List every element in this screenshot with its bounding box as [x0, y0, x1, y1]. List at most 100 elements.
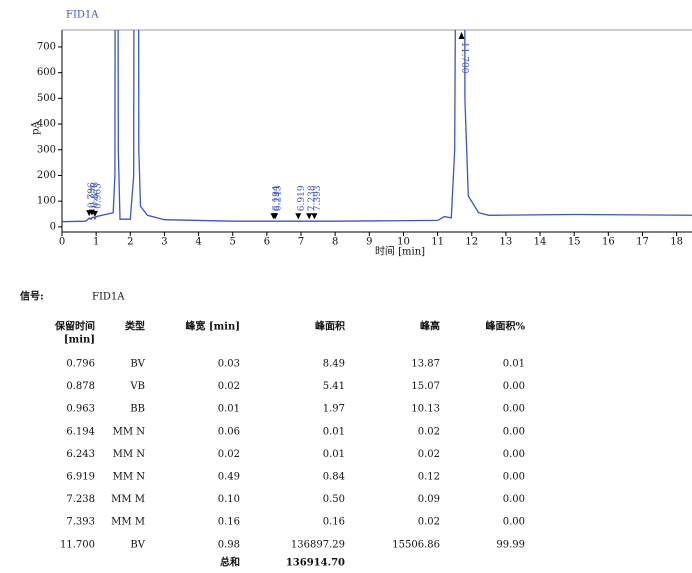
- table-cell: 6.919: [66, 472, 95, 483]
- table-cell: 0.00: [503, 494, 525, 505]
- table-cell: 6.194: [66, 426, 95, 437]
- x-tick-label: 10: [397, 237, 410, 248]
- table-cell: 0.02: [418, 517, 440, 528]
- table-cell: 0.84: [323, 472, 345, 483]
- table-cell: 0.09: [418, 494, 440, 505]
- table-cell: 0.878: [66, 381, 95, 392]
- peak-marker: [91, 210, 98, 217]
- peak-marker: [458, 32, 465, 39]
- table-cell: 6.243: [66, 449, 95, 460]
- table-cell: VB: [129, 381, 145, 392]
- x-tick-label: 11: [431, 237, 444, 248]
- x-tick-label: 4: [195, 237, 201, 248]
- x-tick-label: 6: [264, 237, 270, 248]
- x-tick-label: 5: [230, 237, 236, 248]
- peak-label: 0.963: [93, 183, 103, 209]
- column-header: 类型: [125, 320, 145, 333]
- x-tick-label: 18: [670, 237, 683, 248]
- table-cell: 7.393: [66, 517, 95, 528]
- table-cell: 0.796: [66, 359, 95, 370]
- table-cell: MM M: [111, 517, 145, 528]
- table-cell: 0.16: [323, 517, 345, 528]
- peak-label: 6.243: [274, 185, 284, 211]
- table-cell: 136897.29: [291, 539, 345, 550]
- x-tick-label: 13: [500, 237, 513, 248]
- column-header: 峰面积: [315, 320, 345, 333]
- table-cell: 15.07: [411, 381, 440, 392]
- table-cell: BV: [130, 539, 145, 550]
- peak-marker: [311, 213, 318, 220]
- trace: [62, 30, 692, 223]
- peak-label: 6.194: [272, 185, 282, 211]
- table-cell: 0.963: [66, 404, 95, 415]
- table-cell: MM N: [113, 449, 146, 460]
- table-cell: 1.97: [323, 404, 345, 415]
- table-cell: 0.03: [218, 359, 240, 370]
- peak-label: 0.878: [90, 182, 100, 208]
- table-cell: 10.13: [411, 404, 440, 415]
- x-tick-label: 2: [127, 237, 133, 248]
- plot: [62, 30, 692, 223]
- table-cell: 0.00: [503, 472, 525, 483]
- table-cell: 0.02: [418, 426, 440, 437]
- signal-label: 信号:: [20, 290, 44, 303]
- table-cell: 0.10: [218, 494, 240, 505]
- y-tick-label: 600: [37, 67, 56, 78]
- total: 136914.70: [286, 558, 345, 569]
- table-cell: 15506.86: [392, 539, 440, 550]
- x-tick-label: 9: [366, 237, 372, 248]
- peak-label: 11.700: [459, 42, 469, 74]
- y-tick-label: 700: [37, 41, 56, 52]
- x-tick-label: 1: [93, 237, 99, 248]
- x-tick-label: 12: [465, 237, 478, 248]
- table-cell: 7.238: [66, 494, 95, 505]
- peak-marker: [306, 213, 313, 220]
- x-tick-label: 16: [602, 237, 615, 248]
- table-cell: MM N: [113, 472, 146, 483]
- peak-label: 7.238: [308, 185, 318, 211]
- table-cell: 8.49: [323, 359, 345, 370]
- table-cell: 0.16: [218, 517, 240, 528]
- table-cell: 0.50: [323, 494, 345, 505]
- y-tick-label: 500: [37, 93, 56, 104]
- peak-label: 7.393: [313, 185, 323, 211]
- table-cell: 99.99: [496, 539, 525, 550]
- table-cell: 0.00: [503, 381, 525, 392]
- table-cell: 0.06: [218, 426, 240, 437]
- x-axis-label: 时间 [min]: [375, 245, 425, 258]
- y-tick-label: 200: [37, 170, 56, 181]
- column-header: [min]: [64, 335, 95, 346]
- table-cell: 5.41: [323, 381, 345, 392]
- x-tick-label: 0: [59, 237, 65, 248]
- x-tick-label: 3: [161, 237, 167, 248]
- column-header: 峰面积%: [485, 320, 525, 333]
- column-header: 保留时间: [54, 320, 95, 333]
- table-cell: BB: [130, 404, 145, 415]
- table-cell: 0.02: [218, 381, 240, 392]
- table-cell: 0.01: [218, 404, 240, 415]
- table-cell: 0.00: [503, 517, 525, 528]
- peak-marker: [272, 213, 279, 220]
- peak-marker: [295, 213, 302, 220]
- table-cell: 0.02: [218, 449, 240, 460]
- x-tick-label: 15: [568, 237, 581, 248]
- table-cell: 0.02: [418, 449, 440, 460]
- table-cell: 0.12: [418, 472, 440, 483]
- x-tick-label: 8: [332, 237, 338, 248]
- signal: FID1A: [92, 292, 125, 303]
- table-cell: 13.87: [411, 359, 440, 370]
- y-tick-label: 300: [37, 144, 56, 155]
- chart-title: FID1A: [66, 10, 99, 21]
- table-cell: 0.01: [503, 359, 525, 370]
- table-cell: 0.98: [218, 539, 240, 550]
- column-header: 峰宽 [min]: [185, 320, 240, 333]
- table-cell: MM M: [111, 494, 145, 505]
- peak-label: 0.796: [88, 182, 98, 208]
- table-cell: 0.00: [503, 404, 525, 415]
- x-tick-label: 7: [298, 237, 304, 248]
- table-cell: 0.01: [323, 449, 345, 460]
- x-tick-label: 17: [636, 237, 649, 248]
- table-cell: BV: [130, 359, 145, 370]
- x-tick-label: 14: [534, 237, 547, 248]
